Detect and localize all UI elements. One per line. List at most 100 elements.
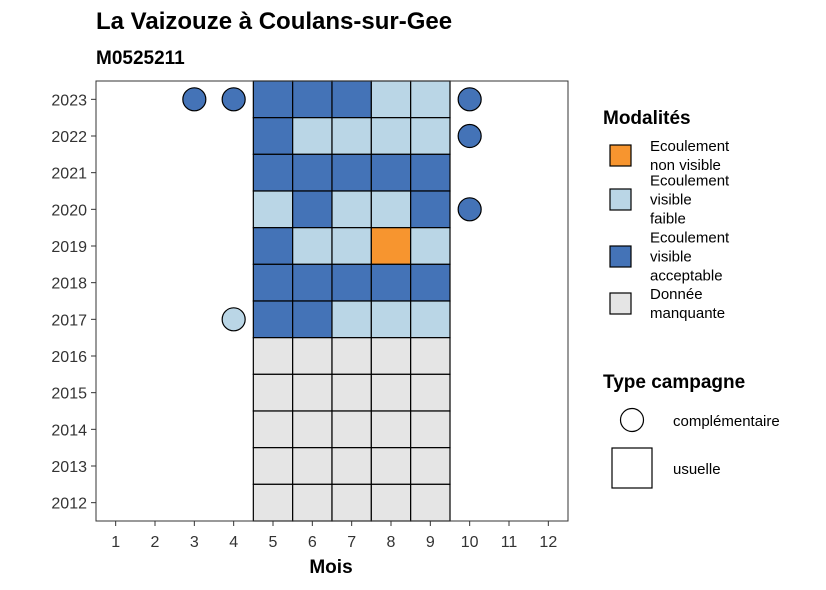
cell-2020-8 (370, 190, 412, 229)
legend-label-manquante: Donnée (650, 286, 703, 303)
cell-2015-5 (252, 373, 294, 412)
cell-2021-7 (331, 153, 372, 192)
cell-2017-5 (252, 300, 294, 339)
cell-2015-8 (370, 373, 412, 412)
y-tick-label: 2014 (51, 422, 87, 439)
x-tick-label: 1 (111, 534, 120, 551)
x-tick-label: 2 (151, 534, 160, 551)
y-tick-label: 2018 (51, 276, 87, 293)
cell-2015-9 (410, 373, 451, 412)
x-tick-label: 6 (308, 534, 317, 551)
cell-2020-6 (292, 190, 333, 229)
cell-2014-9 (410, 410, 451, 449)
y-tick-label: 2019 (51, 239, 87, 256)
cell-2018-9 (410, 263, 451, 302)
cell-2013-5 (252, 447, 294, 485)
cell-2014-5 (252, 410, 294, 449)
cell-2021-8 (370, 153, 412, 192)
chart-title: La Vaizouze à Coulans-sur-Gee (96, 8, 452, 35)
cell-2018-8 (370, 263, 412, 302)
y-axis: 2012 2013 2014 2015 2016 2017 2018 2019 2020 2021… (51, 92, 96, 513)
cell-2012-9 (410, 483, 451, 522)
legend-key-manquante (609, 292, 632, 315)
cell-2022-7 (331, 117, 372, 155)
cell-2018-7 (331, 263, 372, 302)
cell-2023-6 (292, 80, 333, 119)
legend-label-faible: faible (650, 211, 686, 228)
cell-2017-7 (331, 300, 372, 339)
cell-2018-5 (252, 263, 294, 302)
x-axis: 1 2 3 4 5 6 7 8 9 10 11 12 (111, 521, 557, 551)
cell-2013-7 (331, 447, 372, 485)
cell-2023-8 (370, 80, 412, 119)
point-2023-4 (221, 87, 246, 112)
cell-2022-6 (292, 117, 333, 155)
x-tick-label: 10 (461, 534, 479, 551)
plot-area (95, 80, 569, 522)
cell-2016-9 (410, 337, 451, 375)
complementaire-points (182, 87, 482, 332)
cell-2013-9 (410, 447, 451, 485)
cell-2018-6 (292, 263, 333, 302)
y-tick-label: 2015 (51, 386, 87, 403)
cell-2023-9 (410, 80, 451, 119)
legend-key-faible (609, 188, 632, 211)
chart-subtitle: M0525211 (96, 48, 185, 69)
legend-label-faible: visible (650, 192, 692, 209)
y-tick-label: 2016 (51, 349, 87, 366)
cell-2015-6 (292, 373, 333, 412)
cell-2014-6 (292, 410, 333, 449)
cell-2022-8 (370, 117, 412, 155)
cell-2012-5 (252, 483, 294, 522)
cell-2014-7 (331, 410, 372, 449)
legend-label-manquante: manquante (650, 305, 725, 322)
cell-2019-6 (292, 227, 333, 265)
cell-2017-8 (370, 300, 412, 339)
legend-label-non_visible: Ecoulement (650, 138, 730, 155)
legend-label-non_visible: non visible (650, 157, 721, 174)
point-2020-10 (457, 197, 482, 222)
cell-2017-6 (292, 300, 333, 339)
cell-2022-9 (410, 117, 451, 155)
cell-2021-9 (410, 153, 451, 192)
plot-border (95, 80, 569, 522)
cell-2012-7 (331, 483, 372, 522)
cell-2021-6 (292, 153, 333, 192)
cell-2016-8 (370, 337, 412, 375)
legend-label-acceptable: Ecoulement (650, 230, 730, 247)
point-2023-10 (457, 87, 482, 112)
point-2017-4 (221, 307, 246, 332)
x-tick-label: 3 (190, 534, 199, 551)
cell-2016-7 (331, 337, 372, 375)
x-tick-label: 8 (387, 534, 396, 551)
legend-campagne-title: Type campagne (603, 372, 745, 393)
cell-2015-7 (331, 373, 372, 412)
x-tick-label: 5 (269, 534, 278, 551)
point-2023-3 (182, 87, 207, 112)
cell-2019-7 (331, 227, 372, 265)
cell-2020-9 (410, 190, 451, 229)
cell-2019-9 (410, 227, 451, 265)
cell-2020-7 (331, 190, 372, 229)
x-tick-label: 12 (539, 534, 557, 551)
cell-2012-6 (292, 483, 333, 522)
legend-type-campagne: Type campagne complémentaire usuelle (603, 372, 780, 489)
y-tick-label: 2012 (51, 496, 87, 513)
cell-2014-8 (370, 410, 412, 449)
legend-label-usuelle: usuelle (673, 461, 721, 478)
cell-2023-5 (252, 80, 294, 119)
cell-2016-5 (252, 337, 294, 375)
y-tick-label: 2021 (51, 166, 87, 183)
cell-2019-8 (370, 227, 412, 265)
cell-2021-5 (252, 153, 294, 192)
y-tick-label: 2017 (51, 312, 87, 329)
cell-2022-5 (252, 117, 294, 155)
legend-key-complementaire (619, 407, 645, 433)
legend-key-non_visible (609, 144, 632, 167)
cell-2017-9 (410, 300, 451, 339)
y-tick-label: 2013 (51, 459, 87, 476)
legend-label-faible: Ecoulement (650, 173, 730, 190)
legend-label-acceptable: acceptable (650, 268, 723, 285)
